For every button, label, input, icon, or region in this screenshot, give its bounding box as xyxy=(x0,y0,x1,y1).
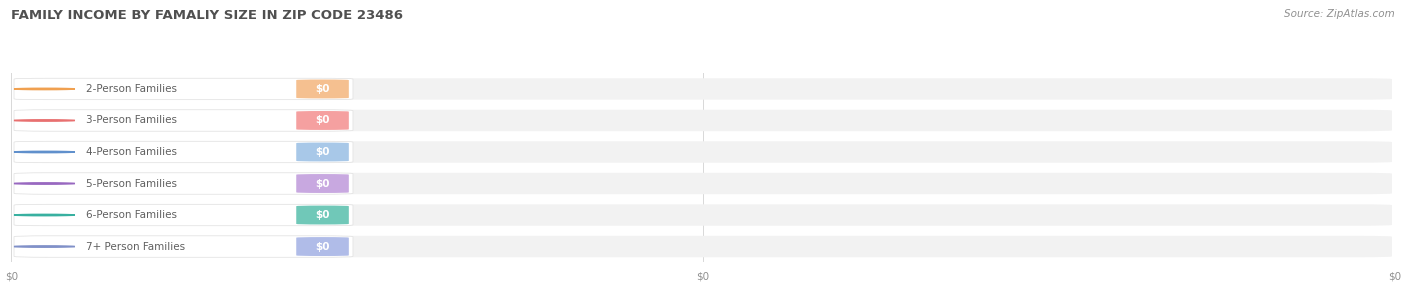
Text: $0: $0 xyxy=(315,178,330,188)
FancyBboxPatch shape xyxy=(14,110,1392,131)
FancyBboxPatch shape xyxy=(14,78,1392,100)
Text: Source: ZipAtlas.com: Source: ZipAtlas.com xyxy=(1284,9,1395,19)
FancyBboxPatch shape xyxy=(297,174,349,193)
Text: 6-Person Families: 6-Person Families xyxy=(86,210,177,220)
Circle shape xyxy=(14,183,75,184)
Text: 4-Person Families: 4-Person Families xyxy=(86,147,177,157)
Circle shape xyxy=(14,120,75,121)
Circle shape xyxy=(14,151,75,153)
Circle shape xyxy=(14,246,75,247)
FancyBboxPatch shape xyxy=(14,110,353,131)
FancyBboxPatch shape xyxy=(14,141,1392,163)
FancyBboxPatch shape xyxy=(297,80,349,99)
FancyBboxPatch shape xyxy=(297,111,349,130)
Text: $0: $0 xyxy=(315,242,330,252)
FancyBboxPatch shape xyxy=(297,142,349,161)
Circle shape xyxy=(14,214,75,216)
Text: $0: $0 xyxy=(315,84,330,94)
Text: 5-Person Families: 5-Person Families xyxy=(86,178,177,188)
Text: 7+ Person Families: 7+ Person Families xyxy=(86,242,186,252)
FancyBboxPatch shape xyxy=(14,78,353,100)
Text: $0: $0 xyxy=(315,116,330,125)
FancyBboxPatch shape xyxy=(297,206,349,224)
Text: 2-Person Families: 2-Person Families xyxy=(86,84,177,94)
Text: 3-Person Families: 3-Person Families xyxy=(86,116,177,125)
FancyBboxPatch shape xyxy=(297,237,349,256)
FancyBboxPatch shape xyxy=(14,141,353,163)
FancyBboxPatch shape xyxy=(14,236,1392,257)
FancyBboxPatch shape xyxy=(14,236,353,257)
Text: FAMILY INCOME BY FAMALIY SIZE IN ZIP CODE 23486: FAMILY INCOME BY FAMALIY SIZE IN ZIP COD… xyxy=(11,9,404,22)
FancyBboxPatch shape xyxy=(14,204,1392,226)
Circle shape xyxy=(14,88,75,90)
FancyBboxPatch shape xyxy=(14,173,1392,194)
Text: $0: $0 xyxy=(315,147,330,157)
FancyBboxPatch shape xyxy=(14,204,353,226)
Text: $0: $0 xyxy=(315,210,330,220)
FancyBboxPatch shape xyxy=(14,173,353,194)
